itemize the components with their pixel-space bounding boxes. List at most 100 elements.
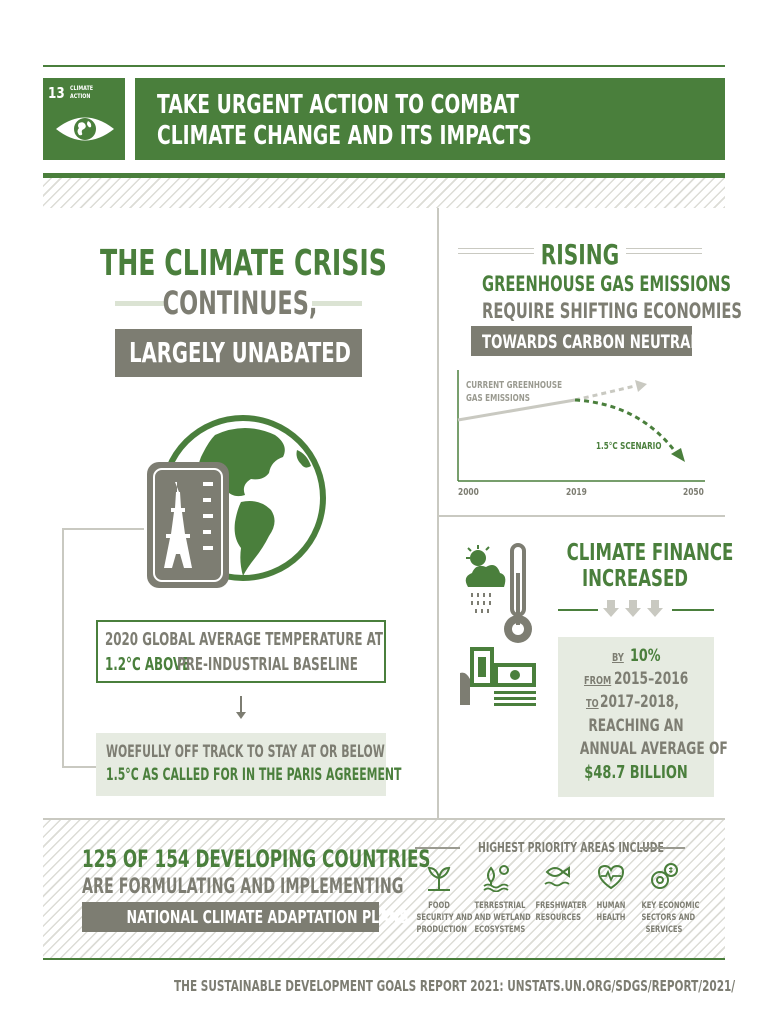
finance-to-value: 2017–2018,	[600, 692, 679, 712]
emissions-line-1: GREENHOUSE GAS EMISSIONS	[482, 272, 731, 296]
area-2-line-1: TERRESTRIAL	[474, 901, 526, 911]
business-as-usual-dashed	[574, 384, 636, 402]
temperature-line-2: 1.2°C ABOVE PRE-INDUSTRIAL BASELINE	[105, 654, 451, 675]
down-arrow-head-icon	[236, 712, 246, 719]
goal-label-2: ACTION	[70, 93, 91, 100]
area-2-line-2: AND WETLAND	[474, 913, 531, 923]
eiffel-thermometer-card	[147, 462, 229, 588]
priority-rule-left	[415, 847, 460, 849]
adaptation-line-3: NATIONAL CLIMATE ADAPTATION PLANS	[126, 907, 409, 928]
area-1-line-3: PRODUCTION	[416, 925, 467, 935]
adaptation-line-1: 125 OF 154 DEVELOPING COUNTRIES	[82, 845, 431, 873]
finance-amount: $48.7 BILLION	[584, 762, 688, 783]
area-4-line-2: HEALTH	[596, 913, 626, 923]
hatch-band-top	[43, 178, 725, 208]
x-tick-2019: 2019	[566, 487, 587, 498]
globe-thermometer-illustration	[147, 415, 326, 588]
wetland-tree-icon	[483, 865, 509, 892]
area-5-line-3: SERVICES	[645, 925, 683, 935]
bau-arrowhead	[635, 380, 647, 392]
rising-rule-left	[458, 248, 534, 254]
eiffel-tower-icon	[164, 482, 192, 568]
finance-from-label: FROM	[584, 674, 612, 687]
money-hand-icon	[460, 647, 536, 706]
temperature-box	[96, 620, 386, 683]
finance-to-row: TO2017–2018,	[586, 692, 710, 712]
current-emissions-line	[457, 398, 576, 422]
europe-shape	[296, 450, 311, 468]
x-tick-2050: 2050	[683, 487, 704, 498]
area-3-line-2: RESOURCES	[535, 913, 582, 923]
finance-from-value: 2015–2016	[614, 669, 689, 689]
off-track-line-2: 1.5°C AS CALLED FOR IN THE PARIS AGREEME…	[106, 765, 402, 785]
finance-reach-2: ANNUAL AVERAGE OF	[579, 739, 728, 759]
finance-by-row: BY 10%	[612, 646, 671, 666]
fish-water-icon	[544, 866, 570, 887]
temperature-highlight: 1.2°C ABOVE	[105, 654, 191, 675]
finance-rule-left	[558, 609, 598, 611]
goal-title-line-1: TAKE URGENT ACTION TO COMBAT	[157, 90, 519, 120]
carbon-neutrality-box	[471, 326, 692, 356]
rising-heading: RISING	[540, 238, 620, 271]
south-america-shape	[234, 501, 275, 576]
finance-reach-1: REACHING AN	[588, 716, 684, 736]
finance-line-2: INCREASED	[581, 566, 689, 592]
area-1-line-1: FOOD	[428, 901, 450, 911]
emissions-line-2: REQUIRE SHIFTING ECONOMIES	[482, 299, 742, 323]
top-rule	[43, 65, 725, 67]
area-5-line-1: KEY ECONOMIC	[641, 901, 700, 911]
divider-right-horizontal	[437, 515, 725, 517]
crisis-unabated-box	[115, 329, 362, 377]
goal-title-line-2: CLIMATE CHANGE AND ITS IMPACTS	[157, 121, 532, 151]
finance-line-1: CLIMATE FINANCE	[566, 540, 734, 566]
heart-pulse-icon	[597, 864, 625, 890]
cloud-shape	[465, 565, 506, 587]
divider-lower	[43, 818, 725, 820]
connector-vertical	[62, 528, 64, 766]
finance-to-label: TO	[586, 697, 599, 710]
food-plant-icon	[427, 866, 451, 891]
emissions-chart	[457, 370, 705, 482]
goal-label-1: CLIMATE	[70, 85, 94, 92]
triple-down-arrows-icon	[603, 600, 663, 617]
crisis-line-3: LARGELY UNABATED	[129, 336, 351, 369]
connector-horizontal-top	[62, 528, 144, 530]
area-2-line-3: ECOSYSTEMS	[474, 925, 526, 935]
finance-from-row: FROM 2015–2016	[584, 669, 717, 689]
crisis-dash-right	[312, 301, 362, 306]
area-4-line-1: HUMAN	[596, 901, 626, 911]
weather-thermometer-icon	[465, 543, 532, 643]
connector-horizontal-bottom	[62, 766, 96, 768]
off-track-box	[96, 733, 386, 796]
eye-globe-icon	[56, 117, 114, 141]
area-5-line-2: SECTORS AND	[641, 913, 696, 923]
chart-label-current-2: GAS EMISSIONS	[466, 393, 531, 404]
x-tick-2000: 2000	[458, 487, 479, 498]
temperature-line-1: 2020 GLOBAL AVERAGE TEMPERATURE AT	[105, 629, 384, 650]
crisis-dash-left	[115, 301, 165, 306]
off-track-line-1: WOEFULLY OFF TRACK TO STAY AT OR BELOW	[106, 742, 385, 762]
hatch-band-bottom	[43, 820, 725, 958]
bottom-band-rule	[43, 958, 725, 960]
divider-vertical	[437, 208, 439, 818]
crisis-line-1: THE CLIMATE CRISIS	[100, 243, 387, 284]
finance-by-value: 10%	[630, 646, 661, 666]
temperature-rest: PRE-INDUSTRIAL BASELINE	[177, 654, 358, 675]
area-1-line-2: SECURITY AND	[416, 913, 473, 923]
area-3-line-1: FRESHWATER	[535, 901, 587, 911]
finance-stats-box	[558, 637, 714, 797]
emissions-line-3: TOWARDS CARBON NEUTRALITY	[482, 331, 723, 353]
footer-source: THE SUSTAINABLE DEVELOPMENT GOALS REPORT…	[174, 977, 736, 995]
crisis-line-2: CONTINUES,	[162, 284, 318, 322]
chart-label-scenario: 1.5°C SCENARIO	[596, 441, 662, 452]
priority-rule-right	[640, 847, 685, 849]
goal-number: 13	[48, 84, 65, 102]
down-arrow-stem	[240, 696, 242, 714]
chart-label-current-1: CURRENT GREENHOUSE	[466, 380, 562, 391]
adaptation-plans-box	[82, 902, 379, 932]
hand-shape	[460, 672, 470, 705]
economic-gear-icon	[651, 863, 678, 889]
priority-heading: HIGHEST PRIORITY AREAS INCLUDE	[478, 841, 664, 856]
goal-title-banner: TAKE URGENT ACTION TO COMBAT CLIMATE CHA…	[135, 78, 725, 160]
scenario-arrowhead	[671, 448, 685, 462]
